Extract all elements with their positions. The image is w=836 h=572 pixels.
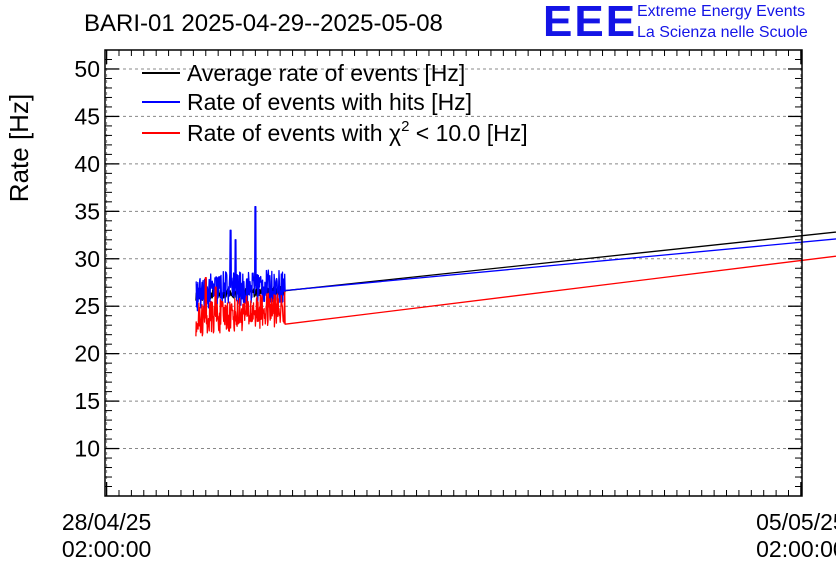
legend: Average rate of events [Hz] Rate of event…: [142, 60, 528, 146]
y-axis-label: Rate [Hz]: [4, 94, 34, 202]
series-line-chi2: [195, 255, 836, 337]
axes: 10152025303540455028/04/2502:00:0005/05/…: [4, 49, 836, 562]
x-tick-label-time: 02:00:00: [756, 536, 836, 562]
y-tick-label: 45: [74, 103, 100, 129]
y-tick-label: 10: [74, 436, 100, 462]
series-line-average: [195, 231, 836, 302]
legend-label-chi2: Rate of events with χ2 < 10.0 [Hz]: [187, 118, 528, 146]
logo-subtitle-2: La Scienza nelle Scuole: [637, 24, 808, 41]
legend-label-average: Average rate of events [Hz]: [187, 60, 465, 86]
y-tick-label: 35: [74, 198, 100, 224]
legend-label-hits: Rate of events with hits [Hz]: [187, 89, 472, 115]
y-tick-label: 20: [74, 341, 100, 367]
plot-frame: [104, 49, 803, 497]
series-line-hits: [195, 205, 836, 312]
x-tick-label-time: 02:00:00: [62, 536, 152, 562]
x-tick-label-date: 28/04/25: [62, 509, 152, 535]
series-layer: [195, 205, 836, 337]
chart-title: BARI-01 2025-04-29--2025-05-08: [84, 10, 443, 37]
grid-lines: [105, 50, 802, 496]
logo-subtitle-1: Extreme Energy Events: [637, 3, 806, 20]
x-tick-label-date: 05/05/25: [756, 509, 836, 535]
y-tick-label: 25: [74, 293, 100, 319]
y-tick-label: 30: [74, 246, 100, 272]
y-tick-label: 40: [74, 151, 100, 177]
y-tick-label: 15: [74, 388, 100, 414]
eee-logo: EEE: [543, 0, 638, 46]
y-tick-label: 50: [74, 56, 100, 82]
